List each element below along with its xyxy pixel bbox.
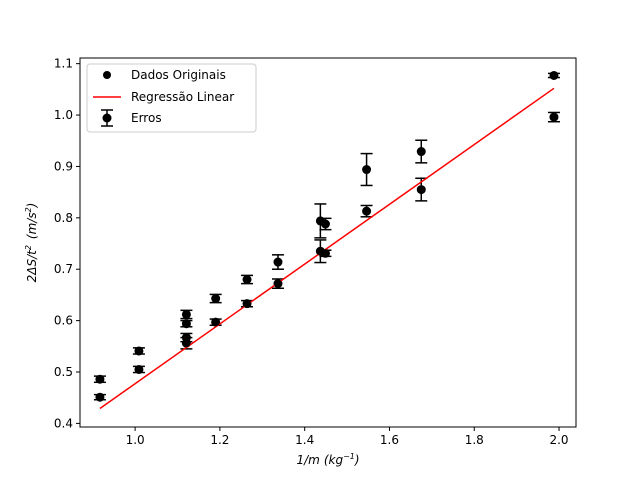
legend-label-regressao-linear: Regressão Linear	[131, 90, 234, 104]
data-point	[362, 165, 371, 174]
y-axis-label-unit-exp: 2	[24, 207, 33, 212]
data-point	[211, 318, 220, 327]
y-tick-label: 1.1	[54, 57, 73, 71]
data-point	[417, 185, 426, 194]
data-point	[134, 365, 143, 374]
x-axis-label-var: 1/m	[296, 453, 319, 467]
y-axis-label-var: 2ΔS/t	[25, 249, 39, 283]
legend-frame	[86, 63, 257, 133]
legend-marker-erros	[101, 109, 113, 127]
plot-area	[93, 70, 560, 410]
x-tick-label: 1.8	[465, 433, 484, 447]
axes-frame	[79, 57, 577, 428]
data-point	[549, 113, 558, 122]
data-point	[134, 346, 143, 355]
y-axis-label-unit: m/s	[25, 212, 39, 234]
x-axis-label-unit-exp: −1	[343, 452, 355, 461]
x-tick-label: 1.6	[380, 433, 399, 447]
data-point	[273, 279, 282, 288]
data-point	[243, 275, 252, 284]
data-point	[321, 249, 330, 258]
y-tick-label: 1.0	[54, 108, 73, 122]
data-point	[549, 71, 558, 80]
data-point	[182, 339, 191, 348]
x-tick-label: 1.0	[126, 433, 145, 447]
x-axis-label-unit: kg	[329, 453, 344, 467]
x-tick-label: 1.2	[210, 433, 229, 447]
y-tick-label: 0.4	[54, 416, 73, 430]
legend-marker-dados-originais	[103, 71, 111, 79]
data-point	[182, 333, 191, 342]
data-point	[321, 219, 330, 228]
y-tick-label: 0.9	[54, 159, 73, 173]
y-tick-label: 0.7	[54, 262, 73, 276]
data-point	[417, 147, 426, 156]
x-tick-label: 1.4	[295, 433, 314, 447]
legend-label-dados-originais: Dados Originais	[131, 68, 226, 82]
data-point	[273, 258, 282, 267]
y-tick-label: 0.6	[54, 314, 73, 328]
y-tick-label: 0.5	[54, 365, 73, 379]
data-point	[362, 207, 371, 216]
data-point	[182, 319, 191, 328]
x-axis-label: 1/m (kg−1)	[296, 452, 359, 467]
x-tick-label: 2.0	[549, 433, 568, 447]
legend-label-erros: Erros	[131, 111, 162, 125]
y-axis-label: 2ΔS/t2(m/s2)	[24, 203, 39, 283]
data-point	[95, 393, 104, 402]
legend: Dados Originais Regressão Linear Erros	[86, 63, 257, 133]
regression-line	[99, 87, 555, 410]
axis-ticks: 1.0 1.2 1.4 1.6 1.8 2.0 0.4 0.5 0.6 0.7 0.8 0.9 1.0 1…	[54, 57, 569, 447]
data-point	[243, 299, 252, 308]
y-axis-label-var-exp: 2	[24, 245, 33, 250]
data-point	[182, 310, 191, 319]
y-tick-label: 0.8	[54, 211, 73, 225]
data-point	[95, 375, 104, 384]
data-point	[211, 294, 220, 303]
